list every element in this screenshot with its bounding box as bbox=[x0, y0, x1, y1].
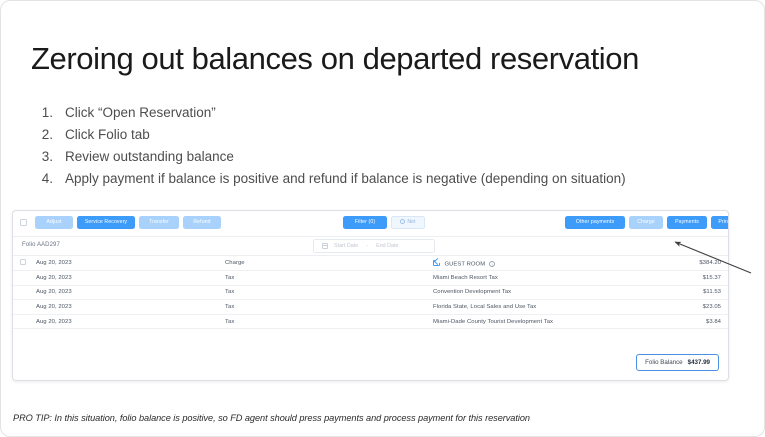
table-row[interactable]: Aug 20, 2023 Tax Convention Development … bbox=[13, 285, 728, 301]
row-checkbox-cell[interactable] bbox=[13, 299, 33, 315]
row-type: Tax bbox=[225, 270, 433, 286]
page-title: Zeroing out balances on departed reserva… bbox=[31, 41, 639, 76]
select-all-checkbox[interactable] bbox=[20, 219, 27, 226]
row-date: Aug 20, 2023 bbox=[33, 256, 225, 272]
folio-toolbar: Adjust Service Recovery Transfer Refund … bbox=[13, 211, 728, 237]
row-amount: $23.05 bbox=[645, 299, 728, 315]
calendar-icon bbox=[322, 243, 328, 249]
pro-tip-text: PRO TIP: In this situation, folio balanc… bbox=[13, 413, 530, 423]
row-checkbox-cell[interactable] bbox=[13, 270, 33, 286]
row-checkbox-cell[interactable] bbox=[13, 314, 33, 330]
list-item: 2. Click Folio tab bbox=[35, 127, 755, 149]
net-toggle-label: Net bbox=[407, 219, 416, 225]
other-payments-button[interactable]: Other payments bbox=[565, 216, 625, 229]
step-number: 3. bbox=[41, 149, 53, 164]
folio-transactions-table: Aug 20, 2023 Charge GUEST ROOM i $384.20 … bbox=[13, 256, 728, 330]
folio-app-screenshot-panel: Adjust Service Recovery Transfer Refund … bbox=[12, 210, 729, 381]
list-item: 1. Click “Open Reservation” bbox=[35, 105, 755, 127]
row-amount: $3.84 bbox=[645, 314, 728, 330]
row-type: Tax bbox=[225, 314, 433, 330]
adjust-button[interactable]: Adjust bbox=[35, 216, 73, 229]
step-text: Click Folio tab bbox=[65, 127, 150, 142]
table-row[interactable]: Aug 20, 2023 Tax Miami-Dade County Touri… bbox=[13, 314, 728, 330]
radio-dot-icon bbox=[400, 218, 406, 224]
start-date-placeholder: Start Date bbox=[334, 243, 359, 249]
payments-button[interactable]: Payments bbox=[667, 216, 707, 229]
row-description: Florida State, Local Sales and Use Tax bbox=[433, 299, 645, 315]
step-number: 1. bbox=[41, 105, 53, 120]
refund-button[interactable]: Refund bbox=[183, 216, 221, 229]
list-item: 3. Review outstanding balance bbox=[35, 149, 755, 171]
date-separator: - bbox=[366, 243, 369, 249]
row-description-cell: GUEST ROOM i bbox=[433, 256, 645, 272]
step-text: Review outstanding balance bbox=[65, 149, 234, 164]
transfer-button[interactable]: Transfer bbox=[139, 216, 179, 229]
row-type: Charge bbox=[225, 256, 433, 272]
row-checkbox-cell[interactable] bbox=[13, 285, 33, 301]
end-date-placeholder: End Date bbox=[376, 243, 399, 249]
row-type: Tax bbox=[225, 285, 433, 301]
list-item: 4. Apply payment if balance is positive … bbox=[35, 171, 755, 193]
step-text: Apply payment if balance is positive and… bbox=[65, 171, 626, 186]
step-text: Click “Open Reservation” bbox=[65, 105, 216, 120]
folio-id-label: Folio AAD297 bbox=[22, 242, 60, 248]
row-type: Tax bbox=[225, 299, 433, 315]
step-number: 4. bbox=[41, 171, 53, 186]
net-toggle-button[interactable]: Net bbox=[391, 216, 425, 229]
row-date: Aug 20, 2023 bbox=[33, 285, 225, 301]
charge-button[interactable]: Charge bbox=[629, 216, 663, 229]
instruction-steps-list: 1. Click “Open Reservation” 2. Click Fol… bbox=[35, 105, 755, 193]
external-link-icon[interactable] bbox=[433, 259, 440, 267]
info-icon[interactable]: i bbox=[489, 261, 496, 268]
row-description: Miami-Dade County Tourist Development Ta… bbox=[433, 314, 645, 330]
row-checkbox-cell[interactable] bbox=[13, 256, 33, 272]
row-amount: $15.37 bbox=[645, 270, 728, 286]
folio-balance-label: Folio Balance bbox=[645, 359, 683, 366]
row-description: Miami Beach Resort Tax bbox=[433, 270, 645, 286]
print-button[interactable]: Print bbox=[711, 216, 728, 229]
row-checkbox[interactable] bbox=[20, 259, 26, 266]
row-date: Aug 20, 2023 bbox=[33, 314, 225, 330]
row-date: Aug 20, 2023 bbox=[33, 299, 225, 315]
filter-button[interactable]: Filter (0) bbox=[343, 216, 387, 229]
service-recovery-button[interactable]: Service Recovery bbox=[77, 216, 135, 229]
folio-balance-amount: $437.99 bbox=[687, 359, 710, 366]
table-row[interactable]: Aug 20, 2023 Tax Florida State, Local Sa… bbox=[13, 299, 728, 315]
row-description: GUEST ROOM bbox=[444, 261, 486, 268]
table-row[interactable]: Aug 20, 2023 Tax Miami Beach Resort Tax … bbox=[13, 270, 728, 286]
table-row[interactable]: Aug 20, 2023 Charge GUEST ROOM i $384.20 bbox=[13, 256, 728, 272]
step-number: 2. bbox=[41, 127, 53, 142]
row-amount: $11.53 bbox=[645, 285, 728, 301]
folio-balance-badge: Folio Balance $437.99 bbox=[636, 354, 719, 371]
row-description: Convention Development Tax bbox=[433, 285, 645, 301]
date-range-input[interactable]: Start Date - End Date bbox=[313, 239, 435, 253]
row-date: Aug 20, 2023 bbox=[33, 270, 225, 286]
row-amount: $384.20 bbox=[645, 256, 728, 272]
folio-subheader: Folio AAD297 Start Date - End Date bbox=[13, 237, 728, 256]
